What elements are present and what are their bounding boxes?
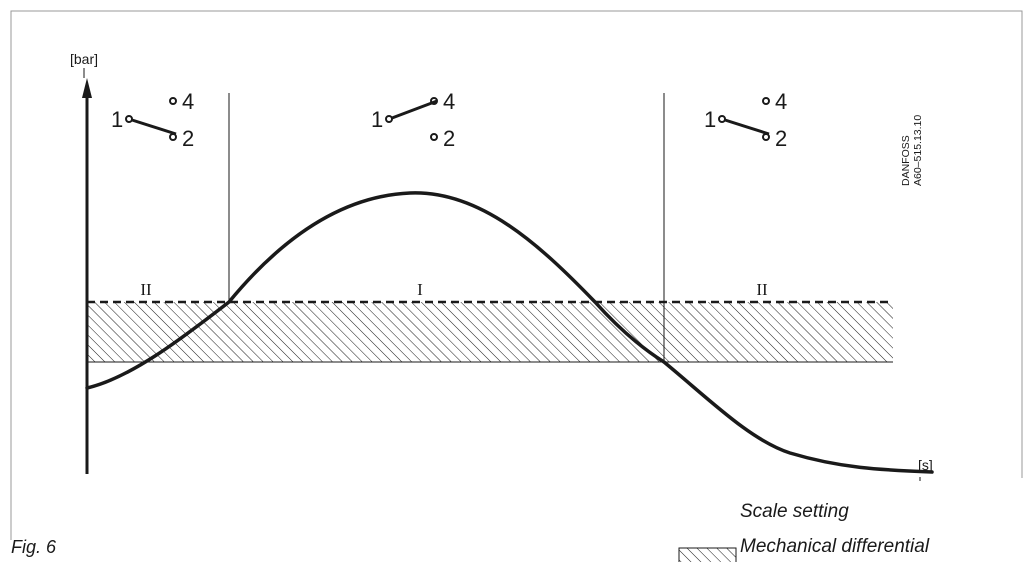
legend-hatch-swatch <box>678 547 737 562</box>
switch-symbol-left: 4 1 2 <box>111 89 194 151</box>
figure-label: Fig. 6 <box>11 537 57 557</box>
switch-symbol-middle: 4 1 2 <box>371 89 455 151</box>
contact-2-label: 2 <box>775 126 787 151</box>
contact-2-terminal <box>169 133 177 141</box>
drawing-code-line1: DANFOSS <box>900 135 912 186</box>
contact-1-terminal <box>125 115 133 123</box>
drawing-code-line2: A60–515.13.10 <box>912 115 924 186</box>
contact-1-terminal <box>385 115 393 123</box>
contact-2-label: 2 <box>182 126 194 151</box>
zone-label-right: II <box>756 280 768 299</box>
contact-4-label: 4 <box>775 89 787 114</box>
switch-contact-arm <box>391 99 438 120</box>
contact-4-terminal <box>762 97 770 105</box>
contact-2-terminal <box>430 133 438 141</box>
contact-1-label: 1 <box>371 107 383 132</box>
contact-4-label: 4 <box>443 89 455 114</box>
contact-2-label: 2 <box>443 126 455 151</box>
switch-symbol-right: 4 1 2 <box>704 89 787 151</box>
contact-4-label: 4 <box>182 89 194 114</box>
figure-frame <box>10 10 1023 540</box>
y-axis-arrow-icon <box>82 78 92 98</box>
contact-4-terminal <box>169 97 177 105</box>
y-axis-unit: [bar] <box>70 51 98 67</box>
zone-label-left: II <box>140 280 152 299</box>
legend-mechanical-differential: Mechanical differential <box>740 536 930 557</box>
switch-contact-arm <box>131 118 177 136</box>
drawing-code: DANFOSS A60–515.13.10 <box>900 115 924 186</box>
x-axis-unit: [s] <box>918 457 933 473</box>
contact-1-label: 1 <box>704 107 716 132</box>
contact-2-terminal <box>762 133 770 141</box>
contact-1-label: 1 <box>111 107 123 132</box>
differential-band <box>87 302 893 362</box>
zone-label-middle: I <box>417 280 423 299</box>
contact-1-terminal <box>718 115 726 123</box>
legend-scale-setting: Scale setting <box>740 501 849 522</box>
switch-contact-arm <box>724 118 770 136</box>
pressure-curve <box>85 191 934 474</box>
